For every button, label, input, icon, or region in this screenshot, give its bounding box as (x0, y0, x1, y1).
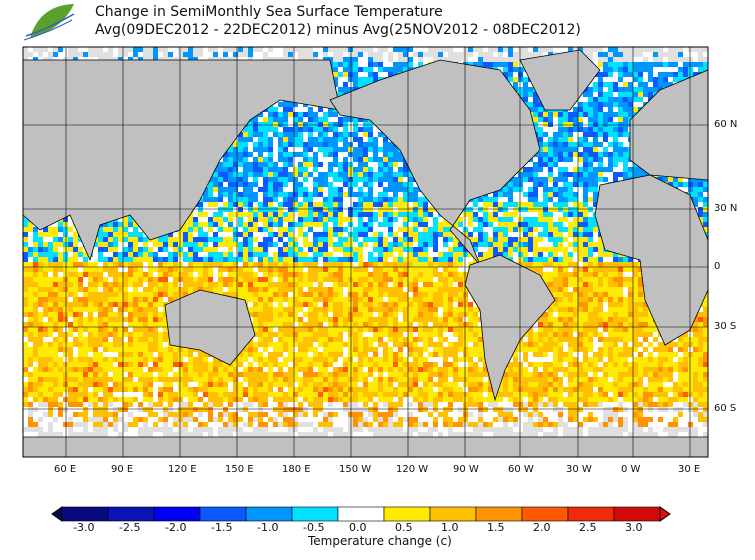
lon-label: 120 E (168, 464, 197, 475)
legend-swatch (291, 506, 339, 522)
lon-label: 60 W (508, 464, 534, 475)
legend-title: Temperature change (c) (308, 534, 452, 548)
color-legend (51, 506, 671, 522)
lon-label: 0 W (621, 464, 641, 475)
lon-label: 150 E (225, 464, 254, 475)
legend-swatch (245, 506, 293, 522)
legend-swatch (567, 506, 615, 522)
legend-swatch (107, 506, 155, 522)
legend-swatch (613, 506, 661, 522)
map-subtitle: Avg(09DEC2012 - 22DEC2012) minus Avg(25N… (95, 22, 581, 38)
legend-tick: 2.5 (579, 521, 597, 534)
map-title: Change in SemiMonthly Sea Surface Temper… (95, 4, 443, 20)
legend-swatch (61, 506, 109, 522)
legend-under-arrow (51, 506, 63, 522)
legend-tick: -3.0 (73, 521, 95, 534)
legend-tick: -2.5 (119, 521, 141, 534)
lon-label: 150 W (339, 464, 372, 475)
legend-tick: 3.0 (625, 521, 643, 534)
lon-label: 120 W (396, 464, 429, 475)
lat-label: 0 (714, 261, 721, 272)
lon-label: 60 E (54, 464, 77, 475)
legend-tick: 2.0 (533, 521, 551, 534)
lat-label: 30 N (714, 203, 738, 214)
legend-tick: -0.5 (303, 521, 325, 534)
lon-label: 30 W (566, 464, 592, 475)
legend-tick: 1.0 (441, 521, 459, 534)
lat-label: 30 S (714, 321, 737, 332)
leaf-logo-icon (23, 4, 75, 41)
lon-label: 90 W (453, 464, 479, 475)
lon-label: 90 E (111, 464, 134, 475)
legend-tick: -2.0 (165, 521, 187, 534)
legend-swatch (429, 506, 477, 522)
legend-tick: 1.5 (487, 521, 505, 534)
lat-label: 60 S (714, 403, 737, 414)
legend-tick: -1.0 (257, 521, 279, 534)
legend-tick: -1.5 (211, 521, 233, 534)
legend-swatch (153, 506, 201, 522)
legend-tick: 0.5 (395, 521, 413, 534)
legend-swatch (383, 506, 431, 522)
legend-swatch (199, 506, 247, 522)
lon-label: 30 E (678, 464, 701, 475)
lat-label: 60 N (714, 119, 738, 130)
legend-over-arrow (659, 506, 671, 522)
legend-swatch (337, 506, 385, 522)
legend-swatch (475, 506, 523, 522)
legend-tick: 0.0 (349, 521, 367, 534)
lon-label: 180 E (282, 464, 311, 475)
legend-swatch (521, 506, 569, 522)
